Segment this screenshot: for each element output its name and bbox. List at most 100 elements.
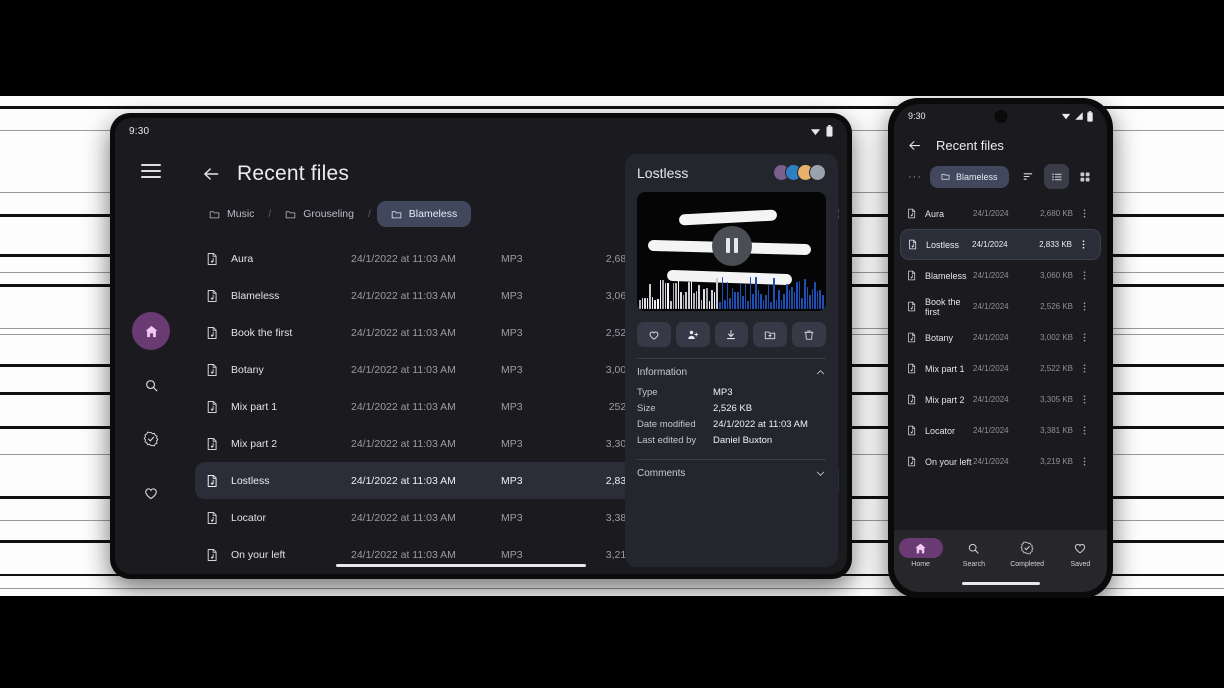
file-date: 24/1/2022 at 11:03 AM (351, 437, 456, 450)
tablet-status-bar: 9:30 (115, 118, 847, 144)
favorite-button[interactable] (637, 322, 671, 347)
row-overflow-button[interactable] (1073, 270, 1095, 281)
heart-icon (132, 474, 170, 512)
file-date: 24/1/2022 at 11:03 AM (351, 252, 456, 265)
waveform-bar (726, 281, 729, 309)
avatar[interactable] (809, 164, 826, 181)
waveform-bar (731, 287, 734, 309)
waveform-bar (780, 299, 783, 309)
file-name: Botany (925, 332, 954, 343)
breadcrumb-overflow-button[interactable]: ··· (908, 170, 922, 183)
waveform-bar (765, 294, 767, 309)
music-file-icon (906, 208, 925, 219)
file-date: 24/1/2024 (973, 457, 1009, 466)
file-size: 3,381 KB (1040, 426, 1073, 435)
file-type: MP3 (501, 474, 523, 487)
search-icon (132, 366, 170, 404)
list-item[interactable]: Mix part 2 24/1/2024 3,305 KB (900, 384, 1101, 415)
page-title: Recent files (237, 162, 350, 185)
move-to-folder-button[interactable] (753, 322, 788, 347)
waveform-bar (762, 299, 765, 309)
sidebar-item-saved[interactable] (115, 466, 187, 520)
breadcrumb-item-music[interactable]: Music (201, 202, 262, 226)
row-overflow-button[interactable] (1073, 332, 1095, 343)
row-overflow-button[interactable] (1072, 239, 1094, 250)
nav-item-search[interactable]: Search (947, 538, 1000, 568)
sort-icon[interactable] (1016, 164, 1041, 189)
list-item[interactable]: Lostless 24/1/2024 2,833 KB (900, 229, 1101, 260)
information-table: Type MP3 Size 2,526 KB Date modified 24/1/202… (637, 384, 826, 448)
breadcrumb-label: Music (227, 208, 255, 220)
list-item[interactable]: Locator 24/1/2024 3,381 KB (900, 415, 1101, 446)
waveform-bar (783, 294, 785, 309)
back-arrow-icon[interactable] (907, 138, 922, 153)
waveform-bar (667, 283, 669, 309)
list-item[interactable]: Aura 24/1/2024 2,680 KB (900, 198, 1101, 229)
breadcrumb-separator: / (268, 208, 272, 220)
information-section-header[interactable]: Information (637, 359, 826, 384)
pause-icon[interactable] (711, 225, 752, 266)
music-file-icon (906, 270, 925, 281)
list-item[interactable]: On your left 24/1/2024 3,219 KB (900, 446, 1101, 477)
share-button[interactable] (675, 322, 710, 347)
waveform-bar (760, 293, 762, 309)
sidebar-item-home[interactable] (115, 304, 187, 358)
waveform-bar (721, 277, 724, 309)
row-overflow-button[interactable] (1073, 363, 1095, 374)
tablet-screen: 9:30 (115, 118, 847, 574)
list-item[interactable]: Botany 24/1/2024 3,002 KB (900, 322, 1101, 353)
hamburger-menu-icon[interactable] (141, 164, 161, 178)
row-overflow-button[interactable] (1073, 425, 1095, 436)
file-size: 2,833 KB (1039, 240, 1072, 249)
file-name: Book the first (925, 296, 961, 317)
row-overflow-button[interactable] (1073, 208, 1095, 219)
list-item[interactable]: Mix part 1 24/1/2024 2,522 KB (900, 353, 1101, 384)
home-icon (132, 312, 170, 350)
album-artwork (637, 192, 826, 311)
waveform-bar (651, 297, 654, 309)
breadcrumb-item-blameless[interactable]: Blameless (930, 165, 1009, 188)
table-row[interactable]: Book the first 24/1/2022 at 11:03 AM MP3 2,… (195, 314, 839, 351)
folder-icon (391, 209, 402, 220)
file-date: 24/1/2024 (973, 271, 1009, 280)
waveform-bar (646, 298, 649, 309)
phone-home-handle[interactable] (961, 582, 1040, 585)
divider (637, 358, 826, 359)
back-arrow-icon[interactable] (201, 164, 221, 184)
waveform-bar (729, 297, 731, 309)
file-type: MP3 (501, 511, 523, 524)
row-overflow-button[interactable] (1073, 301, 1095, 312)
list-view-icon[interactable] (1044, 164, 1069, 189)
row-overflow-button[interactable] (1073, 456, 1095, 467)
sidebar-item-completed[interactable] (115, 412, 187, 466)
list-item[interactable]: Blameless 24/1/2024 3,060 KB (900, 260, 1101, 291)
breadcrumb-label: Grouseling (303, 208, 354, 220)
row-overflow-button[interactable] (1073, 394, 1095, 405)
nav-item-saved[interactable]: Saved (1054, 538, 1107, 568)
breadcrumb-item-blameless[interactable]: Blameless (376, 201, 472, 227)
download-button[interactable] (714, 322, 749, 347)
music-file-icon (907, 239, 926, 250)
delete-button[interactable] (792, 322, 826, 347)
verified-check-icon (132, 420, 170, 458)
waveform-bar (749, 277, 752, 309)
nav-item-completed[interactable]: Completed (1001, 538, 1054, 568)
battery-icon (1087, 110, 1093, 122)
waveform-bar (675, 283, 677, 309)
battery-icon (826, 125, 833, 137)
list-item[interactable]: Book the first 24/1/2024 2,526 KB (900, 291, 1101, 322)
breadcrumb-separator: / (367, 208, 371, 220)
music-file-icon (205, 548, 231, 562)
tablet-header: Recent files (187, 144, 847, 186)
comments-section-header[interactable]: Comments (637, 460, 826, 485)
nav-item-home[interactable]: Home (894, 538, 947, 568)
waveform-bar (662, 279, 664, 309)
avatar-group[interactable] (773, 164, 826, 181)
grid-view-icon[interactable] (1072, 164, 1097, 189)
waveform-bar (711, 290, 713, 309)
breadcrumb-item-grouseling[interactable]: Grouseling (277, 202, 362, 226)
waveform-bar (785, 284, 788, 309)
waveform[interactable] (639, 275, 824, 309)
sidebar-item-search[interactable] (115, 358, 187, 412)
